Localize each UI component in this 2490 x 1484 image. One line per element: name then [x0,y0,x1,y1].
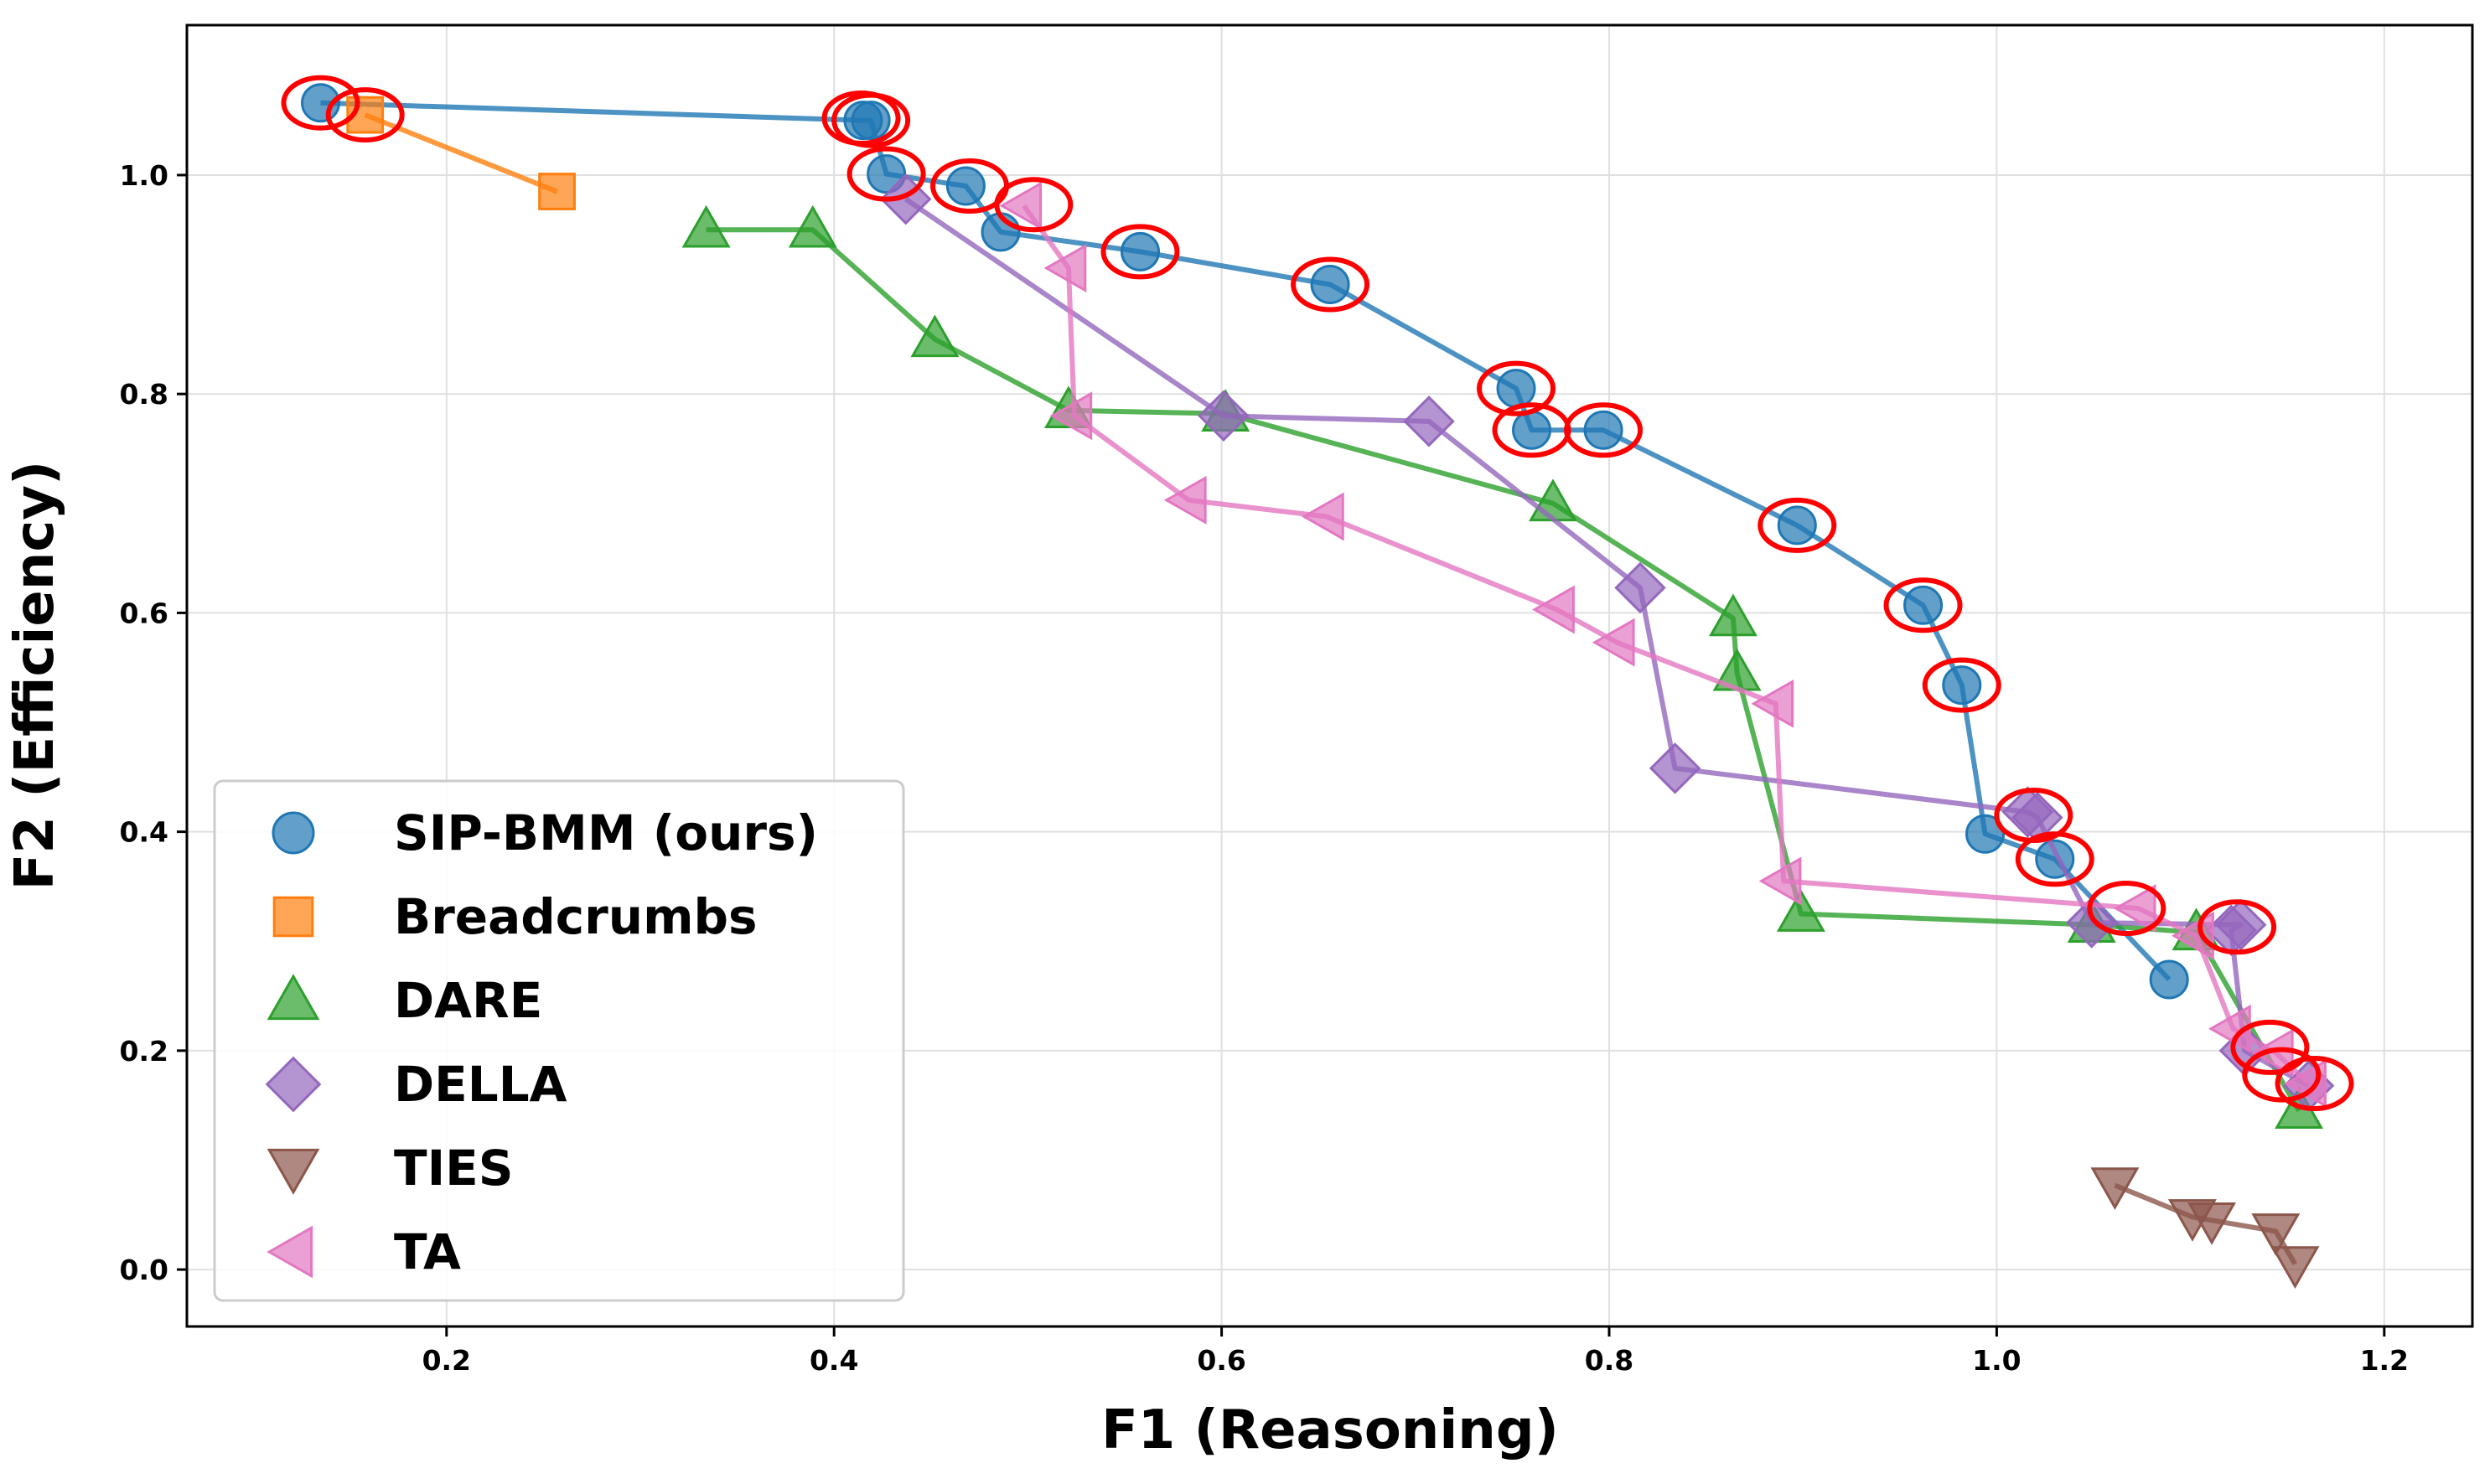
highlight-ellipse [2087,881,2166,937]
highlight-ellipse [1922,657,2001,713]
data-point-breadcrumbs [538,173,576,210]
data-point-sip-bmm-ours [1121,231,1161,271]
legend-marker-dare [267,974,320,1021]
data-point-ta [1049,391,1093,441]
legend-label-ties: TIES [394,1140,514,1197]
highlight-ellipse [2198,899,2277,955]
data-point-della [2065,897,2118,949]
legend-label-sip-bmm-ours: SIP-BMM (ours) [394,804,818,861]
x-tick-label: 0.2 [422,1344,471,1377]
y-tick-label: 0.4 [120,816,168,849]
highlight-ellipse [846,146,926,202]
data-point-ties [2187,1202,2237,1245]
y-tick-label: 0.8 [120,378,168,411]
legend: SIP-BMM (ours) Breadcrumbs DARE DELLA TIES TA [213,779,905,1302]
data-point-sip-bmm-ours [1965,814,2006,854]
x-tick-label: 0.4 [810,1344,858,1377]
data-point-ties [2251,1213,2301,1256]
data-point-ta [1592,618,1635,667]
y-tick-label: 0.0 [120,1254,168,1286]
y-tick-label: 0.2 [120,1035,168,1068]
data-point-dare [910,314,960,358]
highlight-ellipse [994,177,1074,233]
data-point-della [1614,561,1666,614]
data-point-ties [2270,1246,2320,1289]
legend-marker-ties [267,1148,320,1195]
highlight-ellipse [325,87,405,143]
data-point-sip-bmm-ours [1512,410,1552,450]
data-point-ta [2113,884,2156,933]
data-point-della [1403,396,1455,447]
data-point-ta [999,181,1043,230]
data-point-sip-bmm-ours [1310,265,1350,305]
highlight-ellipse [1291,256,1370,313]
data-point-dare [681,204,731,248]
x-tick-label: 0.8 [1585,1344,1633,1377]
data-point-della [1198,390,1250,442]
highlight-ellipse [831,92,911,148]
series-layer [301,83,2335,1289]
y-tick-label: 0.6 [120,597,168,629]
highlight-ellipse [2230,1019,2310,1075]
data-point-sip-bmm-ours [1777,505,1817,546]
legend-marker-sip-bmm-ours [272,811,315,855]
legend-marker-della [265,1056,322,1113]
plot-frame [185,23,2474,1328]
series-ties [2090,1167,2320,1289]
data-point-ta [1302,492,1344,541]
legend-marker-breadcrumbs [272,896,314,938]
legend-marker-ta [267,1225,313,1279]
highlight-ellipse [2015,831,2094,887]
x-axis-title: F1 (Reasoning) [1101,1399,1559,1461]
highlight-ellipse [1477,360,1556,416]
x-tick-label: 1.2 [2360,1344,2409,1377]
series-ta [999,181,2327,1109]
legend-label-della: DELLA [394,1056,567,1113]
legend-label-ta: TA [394,1223,461,1280]
data-point-ta [1163,475,1207,525]
highlight-layer [281,75,2354,1112]
data-point-sip-bmm-ours [945,166,986,206]
data-point-ta [1751,679,1794,728]
highlight-ellipse [281,75,360,131]
x-tick-label: 1.0 [1972,1344,2021,1377]
highlight-ellipse [1883,577,1963,633]
highlight-ellipse [1757,497,1837,553]
data-point-sip-bmm-ours [851,101,891,141]
data-point-ties [2090,1167,2140,1210]
data-point-dare [1708,593,1757,637]
data-point-sip-bmm-ours [1583,410,1623,450]
legend-label-breadcrumbs: Breadcrumbs [394,888,758,945]
x-tick-label: 0.6 [1197,1344,1245,1377]
y-tick-label: 1.0 [120,159,168,192]
highlight-ellipse [2275,1056,2354,1112]
data-point-della [880,173,932,225]
data-point-ta [1758,856,1802,906]
y-axis-title: F2 (Efficiency) [4,461,66,891]
data-point-dare [788,204,837,248]
data-point-ta [1043,243,1087,292]
data-point-sip-bmm-ours [1496,369,1536,409]
data-point-sip-bmm-ours [1903,585,1944,625]
ticks-layer: 0.2 0.4 0.6 0.8 1.0 1.2 0.0 0.2 0.4 0.6 0.8 1.0 [120,159,2410,1377]
legend-box [213,779,905,1302]
highlight-ellipse [1564,402,1644,458]
legend-label-dare: DARE [394,972,542,1029]
data-point-sip-bmm-ours [867,154,907,194]
highlight-ellipse [2242,1047,2322,1103]
data-point-sip-bmm-ours [1942,665,1982,706]
data-point-sip-bmm-ours [2149,959,2189,1000]
data-point-della [1649,742,1701,794]
highlight-ellipse [1100,224,1180,280]
data-point-ta [1532,585,1575,634]
series-line-ta [1022,204,2311,1086]
data-point-dare [1776,889,1825,932]
data-point-ta [2172,911,2214,960]
